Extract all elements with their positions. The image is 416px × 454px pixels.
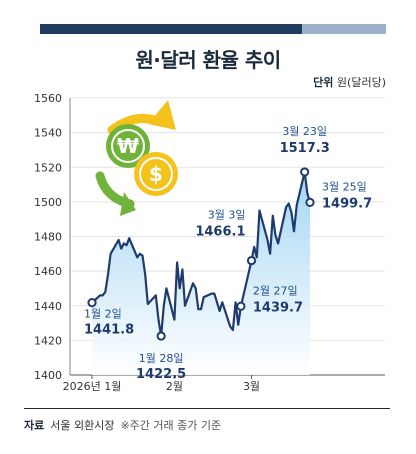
y-tick-label: 1460 — [34, 265, 62, 278]
y-tick-label: 1480 — [34, 231, 62, 244]
unit-caption: 단위 원(달러당) — [313, 74, 386, 90]
y-tick-label: 1500 — [34, 196, 62, 209]
annotation-labels: 1월 2일 1441.8 1월 28일 1422.5 2월 27일 1439.7 3월 3일… — [84, 124, 372, 382]
svg-text:₩: ₩ — [117, 134, 139, 158]
annotation-value-label: 1517.3 — [280, 141, 330, 156]
series-line — [91, 170, 312, 338]
exchange-rate-chart: 1400 1420 1440 1460 1480 1500 1520 1540 1560 202… — [34, 92, 385, 393]
top-accent-bar-dark — [40, 24, 302, 34]
annotation-date-label: 1월 28일 — [139, 351, 184, 365]
series-area — [92, 171, 310, 375]
annotation-date-label: 1월 2일 — [84, 307, 122, 321]
annotation-marker — [246, 255, 257, 266]
unit-value: 원(달러당) — [336, 76, 386, 89]
top-accent-bar-light — [302, 24, 386, 34]
annotation-marker — [300, 167, 310, 177]
unit-label: 단위 — [313, 76, 334, 89]
annotation-value-label: 1466.1 — [195, 225, 245, 240]
footer-source: 자료 서울 외환시장 ※주간 거래 종가 기준 — [24, 417, 221, 433]
y-tick-label: 1400 — [34, 369, 62, 382]
x-tick-label: 3월 — [243, 380, 260, 393]
y-tick-label: 1420 — [34, 334, 62, 347]
y-tick-label: 1540 — [34, 127, 62, 140]
x-tick-label: 2월 — [166, 380, 183, 393]
annotation-marker — [87, 298, 97, 308]
currency-exchange-icon: ₩ $ — [95, 100, 178, 216]
y-tick-label: 1560 — [34, 92, 62, 105]
annotation-marker — [156, 331, 166, 341]
annotation-date-label: 3월 25일 — [322, 179, 367, 193]
annotation-value-label: 1422.5 — [136, 367, 186, 382]
annotation-marker — [236, 301, 246, 311]
annotation-date-label: 3월 23일 — [282, 124, 327, 138]
footer-divider — [24, 408, 390, 409]
annotation-value-label: 1441.8 — [84, 323, 134, 338]
chart-title: 원·달러 환율 추이 — [135, 48, 281, 72]
source-label: 자료 — [24, 419, 45, 432]
y-axis: 1400 1420 1440 1460 1480 1500 1520 1540 1560 — [34, 92, 71, 382]
annotation-markers — [87, 167, 315, 341]
x-axis: 2026년 1월 2월 3월 — [63, 374, 385, 393]
annotation-date-label: 2월 27일 — [253, 283, 298, 297]
svg-text:$: $ — [149, 162, 163, 186]
footer-note: ※주간 거래 종가 기준 — [120, 419, 222, 432]
annotation-marker — [305, 197, 315, 207]
annotation-value-label: 1499.7 — [322, 196, 372, 211]
source-value: 서울 외환시장 — [50, 419, 115, 432]
annotation-value-label: 1439.7 — [253, 300, 303, 315]
annotation-date-label: 3월 3일 — [208, 208, 246, 222]
y-tick-label: 1440 — [34, 300, 62, 313]
top-accent-bar — [40, 24, 386, 34]
y-tick-label: 1520 — [34, 161, 62, 174]
x-tick-label: 2026년 1월 — [63, 380, 122, 393]
